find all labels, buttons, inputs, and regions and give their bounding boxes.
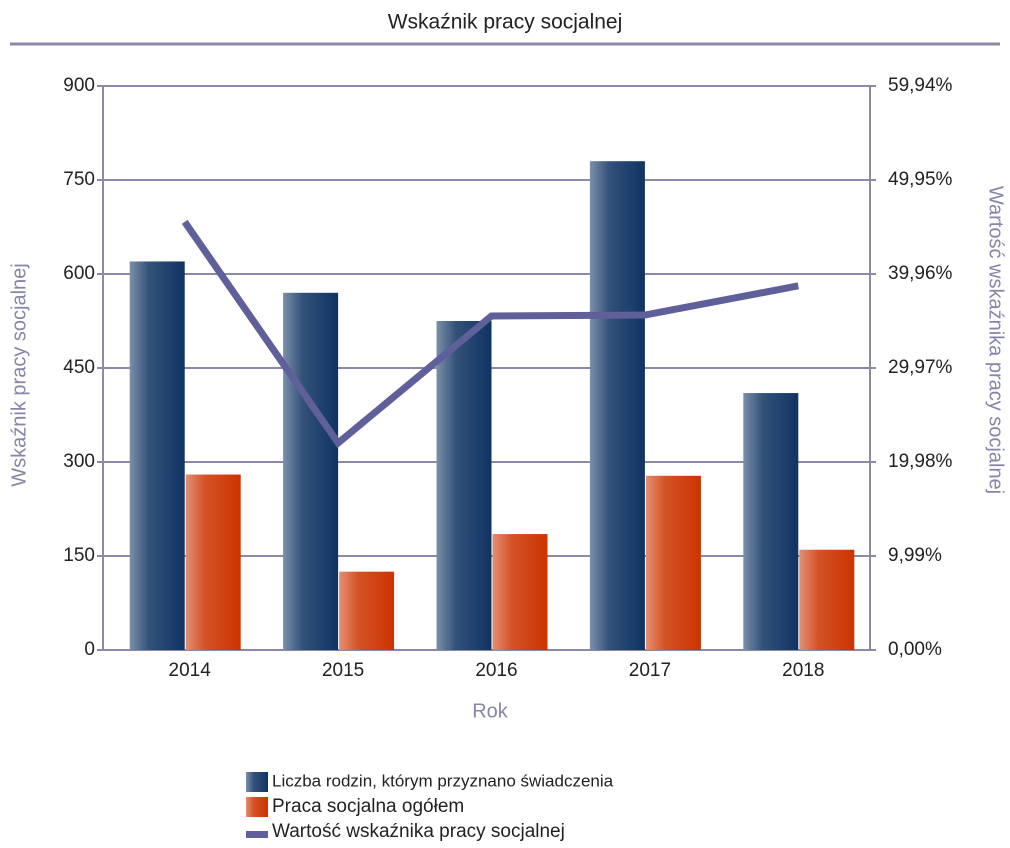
bar [339, 571, 395, 650]
x-tick-label: 2015 [322, 660, 364, 681]
legend-label: Wartość wskaźnika pracy socjalnej [272, 821, 565, 842]
legend-swatch [246, 772, 268, 792]
y-tick-label: 450 [63, 357, 95, 378]
y2-tick-label: 9,99% [888, 545, 942, 566]
legend-label: Praca socjalna ogółem [272, 796, 464, 817]
x-tick-label: 2018 [782, 660, 824, 681]
chart-title: Wskaźnik pracy socjalnej [388, 11, 623, 34]
y-tick-label: 750 [63, 169, 95, 190]
y-tick-label: 0 [84, 639, 95, 660]
y2-tick-label: 59,94% [888, 75, 953, 96]
x-tick-label: 2014 [169, 660, 212, 681]
bar [129, 261, 185, 650]
bar [743, 393, 799, 650]
y2-tick-label: 49,95% [888, 169, 953, 190]
x-tick-label: 2016 [475, 660, 517, 681]
y-tick-label: 600 [63, 263, 95, 284]
y-tick-label: 900 [63, 75, 95, 96]
x-axis-title: Rok [472, 700, 509, 722]
bar [283, 292, 339, 650]
bar [185, 474, 241, 650]
bar [492, 534, 548, 650]
bar [645, 475, 701, 650]
y2-tick-label: 0,00% [888, 639, 942, 660]
y2-axis-title: Wartość wskaźnika pracy socjalnej [985, 186, 1007, 494]
bar [436, 321, 492, 650]
legend-swatch [246, 831, 268, 838]
y-tick-label: 150 [63, 545, 95, 566]
y-axis-title: Wskaźnik pracy socjalnej [8, 263, 30, 486]
y-tick-label: 300 [63, 451, 95, 472]
line-series [181, 219, 799, 449]
y2-tick-label: 29,97% [888, 357, 953, 378]
y2-tick-label: 19,98% [888, 451, 953, 472]
x-tick-label: 2017 [629, 660, 671, 681]
bar [799, 549, 855, 650]
bar [589, 161, 645, 650]
legend-swatch [246, 797, 268, 817]
y2-tick-label: 39,96% [888, 263, 953, 284]
legend-label: Liczba rodzin, którym przyznano świadcze… [272, 771, 614, 790]
